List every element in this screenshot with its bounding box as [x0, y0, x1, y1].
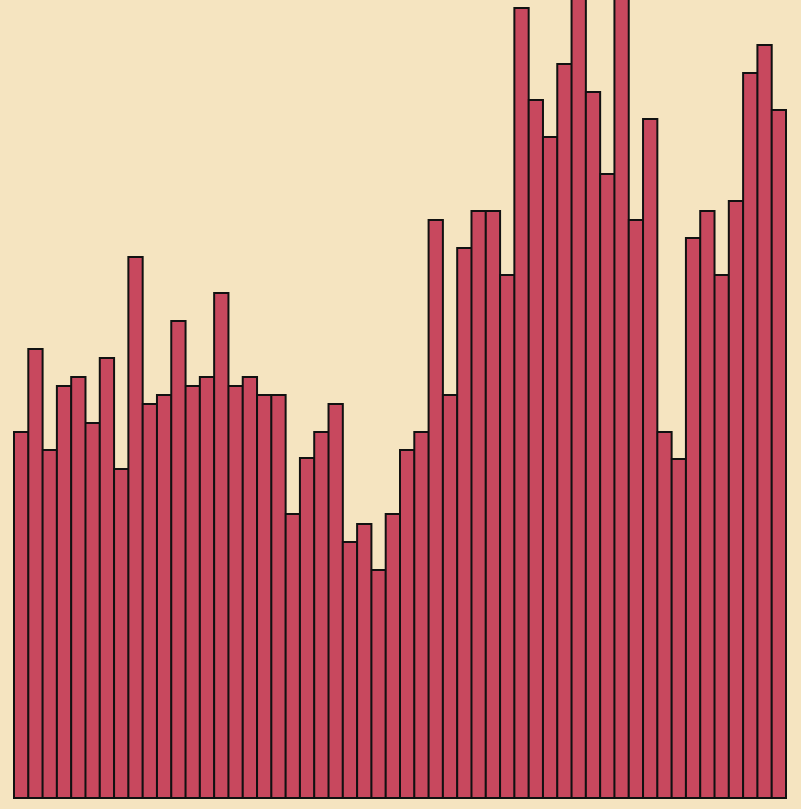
bar-27 [384, 513, 402, 799]
bar-44 [627, 219, 645, 799]
bar-2 [27, 348, 44, 799]
bar-32 [456, 247, 473, 799]
bar-26 [370, 569, 387, 799]
bar-29 [413, 431, 430, 799]
bar-38 [541, 136, 559, 799]
bar-40 [570, 0, 587, 799]
bar-53 [756, 44, 773, 799]
bar-17 [241, 376, 259, 799]
bar-43 [613, 0, 630, 799]
bar-12 [170, 320, 187, 799]
bar-series [13, 0, 788, 799]
bar-8 [113, 468, 130, 799]
bar-20 [284, 513, 301, 799]
bar-21 [298, 457, 316, 799]
bar-37 [527, 99, 544, 799]
bar-42 [599, 173, 616, 799]
bar-7 [98, 357, 116, 799]
bar-22 [313, 431, 330, 799]
bar-31 [441, 394, 459, 799]
bar-51 [727, 200, 745, 799]
bar-6 [84, 422, 101, 799]
bar-34 [484, 210, 502, 799]
bar-30 [427, 219, 444, 799]
bar-46 [656, 431, 673, 799]
bar-18 [256, 394, 273, 799]
bar-23 [327, 403, 344, 799]
bar-9 [127, 256, 144, 799]
bar-47 [670, 458, 687, 799]
bar-52 [742, 72, 759, 799]
bar-1 [13, 431, 30, 799]
bar-13 [184, 385, 201, 799]
bar-3 [41, 449, 58, 799]
bar-15 [213, 292, 230, 799]
bar-39 [556, 63, 573, 799]
bar-4 [55, 385, 73, 799]
bar-45 [642, 118, 659, 799]
bar-28 [399, 449, 416, 799]
bar-11 [155, 394, 173, 799]
bar-16 [227, 385, 244, 799]
bar-35 [499, 274, 516, 799]
bar-10 [141, 403, 158, 799]
bar-54 [770, 109, 788, 799]
bar-5 [70, 376, 87, 799]
bar-14 [198, 376, 216, 799]
bar-41 [584, 91, 602, 799]
bar-49 [699, 210, 716, 799]
bar-48 [684, 237, 702, 799]
bar-25 [356, 523, 373, 799]
bar-24 [341, 541, 359, 799]
bar-50 [713, 274, 730, 799]
bar-36 [513, 7, 530, 799]
bar-33 [470, 210, 487, 799]
bar-19 [270, 394, 287, 799]
